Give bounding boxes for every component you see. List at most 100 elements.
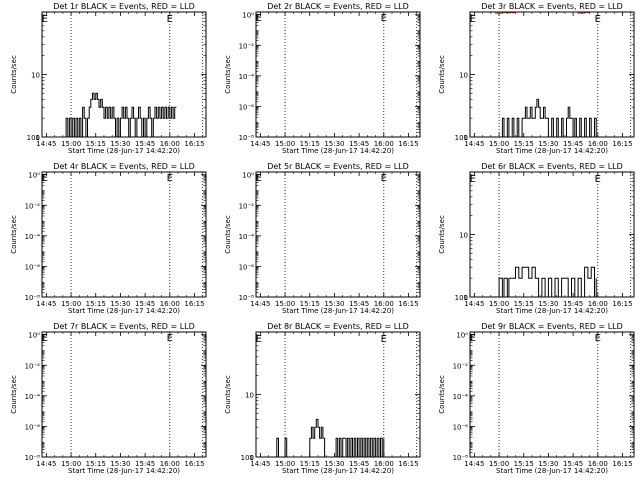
y-tick-label: 10 (459, 72, 468, 80)
x-tick-label: 15:00 (275, 300, 295, 308)
x-tick-label: 16:00 (374, 140, 394, 148)
x-tick-label: 14:45 (464, 300, 484, 308)
x-tick-label: 16:00 (160, 300, 180, 308)
y-axis-label: Counts/sec (10, 215, 18, 254)
e-marker: E (595, 333, 601, 344)
y-tick-label: 10⁻⁶ (239, 263, 255, 271)
x-axis-label: Start Time (28-Jun-17 14:42:20) (282, 307, 394, 315)
y-tick-label: 10 (245, 392, 254, 400)
y-axis-label: Counts/sec (438, 55, 446, 94)
plot-frame (255, 11, 421, 138)
e-marker: E (167, 333, 173, 344)
y-tick-label: 10⁻⁶ (25, 263, 41, 271)
x-tick-label: 15:45 (135, 140, 155, 148)
x-tick-label: 14:45 (250, 300, 270, 308)
x-tick-label: 15:00 (275, 140, 295, 148)
e-marker: E (470, 174, 476, 185)
x-tick-label: 15:45 (349, 460, 369, 468)
e-marker: E (381, 173, 387, 184)
y-tick-label: 10⁻⁶ (239, 103, 255, 111)
plot-frame (41, 331, 207, 458)
y-tick-label: 10⁰ (28, 172, 40, 180)
y-tick-label: 10⁻⁴ (25, 393, 41, 401)
plot-frame (469, 171, 635, 298)
x-tick-label: 15:00 (275, 460, 295, 468)
x-tick-label: 16:15 (612, 140, 632, 148)
x-tick-label: 15:15 (300, 140, 320, 148)
x-tick-label: 15:45 (563, 460, 583, 468)
e-marker: E (256, 334, 262, 345)
y-tick-label: 10⁻⁸ (25, 294, 41, 302)
y-tick-label: 10⁻⁴ (239, 233, 255, 241)
x-tick-label: 15:30 (538, 140, 558, 148)
x-tick-label: 16:00 (160, 140, 180, 148)
y-tick-label: 10 (459, 232, 468, 240)
y-tick-label: 10⁻⁸ (239, 294, 255, 302)
x-axis-label: Start Time (28-Jun-17 14:42:20) (282, 147, 394, 155)
x-axis-label: Start Time (28-Jun-17 14:42:20) (496, 467, 608, 475)
x-tick-label: 15:30 (538, 300, 558, 308)
e-marker: E (381, 13, 387, 24)
y-tick-label: 10⁻⁸ (453, 454, 469, 462)
x-tick-label: 15:30 (110, 460, 130, 468)
x-tick-label: 15:00 (61, 300, 81, 308)
x-tick-label: 14:45 (250, 460, 270, 468)
x-tick-label: 15:15 (300, 300, 320, 308)
plot-frame (41, 171, 207, 298)
x-tick-label: 15:30 (110, 140, 130, 148)
y-tick-label: 10⁻² (453, 362, 469, 370)
e-marker: E (42, 14, 48, 25)
y-tick-label: 10⁻⁴ (453, 393, 469, 401)
e-marker: E (256, 13, 262, 24)
y-tick-label: 1 (36, 134, 40, 142)
x-tick-label: 15:30 (324, 140, 344, 148)
y-tick-label: 10⁻⁴ (239, 73, 255, 81)
y-tick-label: 100 (455, 294, 468, 302)
y-tick-label: 10⁻⁶ (25, 423, 41, 431)
panel-det-3r: Det 3r BLACK = Events, RED = LLD Counts/s… (438, 2, 635, 155)
events-series-line (275, 418, 385, 458)
x-tick-label: 16:15 (612, 460, 632, 468)
y-tick-label: 100 (27, 134, 40, 142)
y-tick-label: 10⁰ (242, 172, 254, 180)
panel-title: Det 2r BLACK = Events, RED = LLD (267, 2, 409, 11)
panel-det-8r: Det 8r BLACK = Events, RED = LLD Counts/s… (224, 322, 421, 475)
x-tick-label: 15:15 (86, 140, 106, 148)
x-tick-label: 16:00 (160, 460, 180, 468)
x-tick-label: 16:15 (398, 140, 418, 148)
y-tick-label: 10⁰ (28, 332, 40, 340)
panel-title: Det 3r BLACK = Events, RED = LLD (481, 2, 623, 11)
y-axis-label: Counts/sec (438, 215, 446, 254)
e-marker: E (595, 14, 601, 25)
panel-title: Det 7r BLACK = Events, RED = LLD (53, 322, 195, 331)
panel-det-2r: Det 2r BLACK = Events, RED = LLD Counts/s… (224, 2, 421, 155)
events-series-line (495, 266, 597, 298)
y-axis-label: Counts/sec (10, 55, 18, 94)
x-tick-label: 16:00 (588, 300, 608, 308)
events-series-line (495, 98, 597, 138)
plot-frame (41, 11, 207, 138)
x-tick-label: 14:45 (36, 140, 56, 148)
x-tick-label: 15:45 (563, 300, 583, 308)
y-axis-label: Counts/sec (224, 55, 232, 94)
y-axis-label: Counts/sec (10, 375, 18, 414)
x-tick-label: 15:15 (300, 460, 320, 468)
e-marker: E (470, 333, 476, 344)
e-marker: E (167, 173, 173, 184)
x-tick-label: 15:45 (349, 300, 369, 308)
x-tick-label: 15:15 (514, 140, 534, 148)
x-tick-label: 16:15 (184, 140, 204, 148)
y-tick-label: 10⁻⁸ (239, 134, 255, 142)
y-tick-label: 10⁻⁴ (25, 233, 41, 241)
panel-title: Det 1r BLACK = Events, RED = LLD (53, 2, 195, 11)
plot-frame (469, 11, 635, 138)
panel-det-5r: Det 5r BLACK = Events, RED = LLD Counts/s… (224, 162, 421, 315)
events-series-line (64, 92, 177, 138)
x-tick-label: 14:45 (464, 460, 484, 468)
panel-det-4r: Det 4r BLACK = Events, RED = LLD Counts/s… (10, 162, 207, 315)
e-marker: E (381, 334, 387, 345)
x-tick-label: 15:30 (324, 300, 344, 308)
x-tick-label: 16:15 (184, 460, 204, 468)
y-tick-label: 10⁻² (239, 42, 255, 50)
